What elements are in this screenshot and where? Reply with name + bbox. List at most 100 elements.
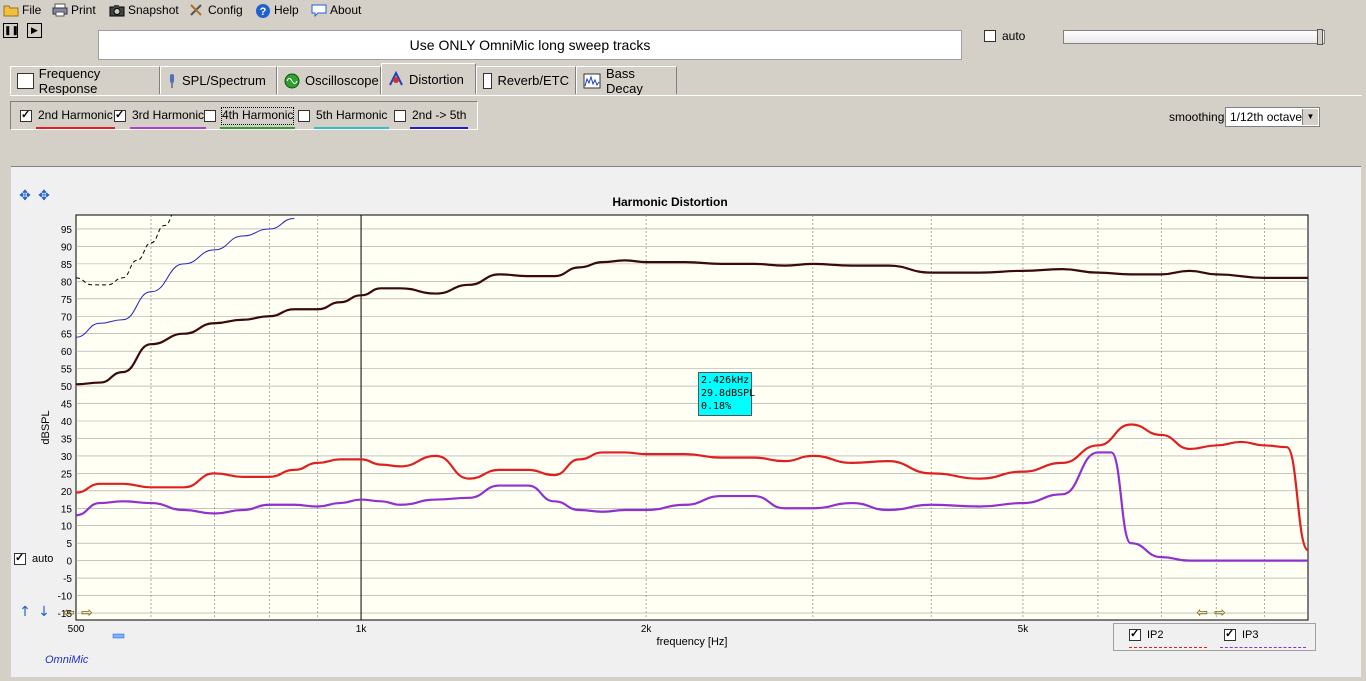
x-tick-label: 1k [356, 624, 368, 635]
harmonic-2nd-to-5th[interactable]: 2nd -> 5th [394, 108, 469, 129]
menu-config-label: Config [208, 3, 243, 17]
x-axis-label: frequency [Hz] [657, 636, 728, 648]
y-tick-label: 80 [61, 277, 73, 288]
menu-about[interactable]: About [311, 0, 361, 20]
series-line-ip3 [76, 451, 1308, 562]
y-axis-label: dBSPL [40, 410, 52, 444]
series-line-trace-2 [76, 217, 295, 338]
reverb-icon [483, 72, 493, 89]
y-tick-label: 85 [61, 260, 73, 271]
harmonic-2nd[interactable]: 2nd Harmonic [20, 108, 115, 129]
tab-oscilloscope[interactable]: Oscilloscope [277, 66, 381, 94]
y-tick-label: 40 [61, 417, 73, 428]
play-icon: ▶ [31, 25, 38, 35]
pause-button[interactable]: ❚❚ [3, 23, 19, 38]
harmonic-5th-check[interactable] [298, 110, 310, 122]
tab-bass-decay[interactable]: Bass Decay [576, 65, 677, 96]
harmonic-3rd-label: 3rd Harmonic [129, 108, 207, 129]
menu-file[interactable]: File [3, 0, 41, 20]
menu-print[interactable]: Print [52, 0, 96, 20]
smoothing-label: smoothing [1169, 110, 1225, 124]
auto-checkbox-top[interactable]: auto [984, 29, 1025, 43]
harmonic-2nd-label: 2nd Harmonic [36, 108, 115, 129]
move-vertical-icon[interactable]: ✥ [19, 188, 31, 204]
tab-distortion[interactable]: Distortion [381, 63, 476, 94]
plot-area [75, 214, 1309, 621]
printer-icon [52, 3, 68, 17]
legend-ip3-swatch [1220, 647, 1306, 648]
x-tick-label: 500 [68, 624, 85, 635]
microphone-icon [167, 73, 177, 89]
harmonic-3rd[interactable]: 3rd Harmonic [114, 108, 207, 129]
auto-top-check[interactable] [984, 30, 996, 42]
y-tick-label: 30 [61, 452, 73, 463]
harmonic-2nd-check[interactable] [20, 108, 32, 122]
harmonic-selector: 2nd Harmonic 3rd Harmonic 4th Harmonic 5… [10, 101, 478, 130]
move-horizontal-icon[interactable]: ✥ [38, 188, 50, 204]
legend: IP2 IP3 [1113, 623, 1316, 651]
tab-spl-spectrum[interactable]: SPL/Spectrum [160, 66, 277, 94]
menu-help[interactable]: ? Help [255, 0, 299, 20]
chart-auto-checkbox[interactable]: auto [14, 551, 54, 565]
tab-label: SPL/Spectrum [182, 73, 266, 88]
harmonic-4th[interactable]: 4th Harmonic [204, 107, 296, 129]
scroll-indicator [112, 633, 125, 639]
auto-top-label: auto [1002, 29, 1026, 43]
x-tick-label: 5k [1018, 624, 1030, 635]
harmonic-2nd-to-5th-check[interactable] [394, 110, 406, 122]
frequency-response-icon [17, 72, 34, 89]
y-tick-label: 10 [61, 522, 73, 533]
tab-label: Bass Decay [606, 65, 643, 96]
legend-ip2-check[interactable] [1129, 627, 1141, 641]
harmonic-5th-label: 5th Harmonic [313, 108, 390, 129]
y-tick-label: 20 [61, 487, 73, 498]
harmonic-5th[interactable]: 5th Harmonic [298, 108, 390, 129]
tab-frequency-response[interactable]: Frequency Response [10, 66, 160, 96]
play-button[interactable]: ▶ [27, 23, 42, 38]
y-tick-label: 5 [66, 539, 72, 550]
legend-ip3[interactable]: IP3 [1224, 627, 1259, 641]
cursor-readout: 2.426kHz 29.8dBSPL 0.18% [698, 372, 755, 416]
arrow-right-icon[interactable]: ⇨ [1214, 605, 1226, 621]
speech-bubble-icon [311, 3, 327, 18]
y-tick-label: 55 [61, 365, 73, 376]
y-tick-label: -15 [58, 609, 73, 620]
arrow-up-icon[interactable]: ↑ [19, 604, 31, 620]
tab-reverb-etc[interactable]: Reverb/ETC [476, 66, 576, 94]
tab-label: Reverb/ETC [497, 73, 569, 88]
arrow-right-icon[interactable]: ⇨ [81, 605, 93, 621]
chart-auto-label: auto [32, 553, 54, 565]
chart-auto-check[interactable] [14, 551, 26, 565]
chevron-down-icon[interactable]: ▼ [1302, 109, 1318, 125]
legend-ip2-swatch [1129, 647, 1207, 648]
series-line-ip2 [76, 423, 1308, 552]
y-tick-label: 35 [61, 434, 73, 445]
harmonic-3rd-check[interactable] [114, 108, 126, 122]
menu-snapshot[interactable]: Snapshot [109, 0, 179, 20]
legend-ip2[interactable]: IP2 [1129, 627, 1164, 641]
arrow-left-icon[interactable]: ⇦ [63, 605, 75, 621]
banner-text: Use ONLY OmniMic long sweep tracks [409, 37, 651, 53]
smoothing-select[interactable]: 1/12th octave ▼ [1225, 107, 1320, 127]
oscilloscope-icon [284, 73, 300, 89]
legend-ip3-check[interactable] [1224, 627, 1236, 641]
arrow-down-icon[interactable]: ↓ [38, 604, 50, 620]
arrow-left-icon[interactable]: ⇦ [1196, 605, 1208, 621]
y-tick-label: 50 [61, 382, 73, 393]
menu-file-label: File [22, 3, 42, 17]
y-tick-label: -10 [58, 592, 73, 603]
y-tick-label: 90 [61, 242, 73, 253]
chart-title: Harmonic Distortion [612, 195, 727, 209]
menu-print-label: Print [71, 3, 96, 17]
harmonic-4th-check[interactable] [204, 110, 216, 122]
menu-config[interactable]: Config [189, 0, 243, 20]
tools-icon [189, 3, 204, 17]
series-line-trace-1 [76, 215, 173, 286]
slider-thumb[interactable] [1317, 29, 1323, 45]
legend-ip3-label: IP3 [1242, 629, 1259, 641]
y-tick-label: 95 [61, 225, 73, 236]
folder-icon [3, 3, 19, 17]
level-slider[interactable] [1063, 29, 1325, 45]
harmonic-4th-label: 4th Harmonic [219, 107, 296, 129]
